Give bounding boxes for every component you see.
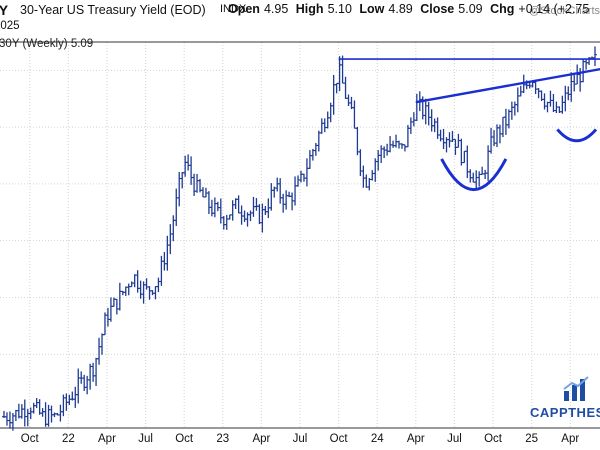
ticker-description: 30-Year US Treasury Yield (EOD)	[20, 3, 206, 17]
low-value: 4.89	[388, 2, 413, 16]
x-tick-label: Apr	[407, 433, 425, 445]
x-tick-label: Jul	[447, 433, 462, 445]
x-tick-label: 25	[525, 433, 538, 445]
cup-arc	[440, 158, 508, 191]
x-tick-label: Apr	[561, 433, 579, 445]
x-tick-label: 23	[216, 433, 229, 445]
x-tick-label: Apr	[252, 433, 270, 445]
x-tick-label: Oct	[484, 433, 503, 445]
ohlc-readout: Open 4.95 High 5.10 Low 4.89 Close 5.09 Chg +…	[228, 2, 593, 16]
header-row-quote: 2025	[0, 20, 600, 36]
x-tick-label: Oct	[330, 433, 349, 445]
x-tick-label: Oct	[21, 433, 40, 445]
low-label: Low	[359, 2, 385, 16]
quote-date: 2025	[0, 20, 20, 32]
x-tick-label: Oct	[175, 433, 194, 445]
grid-layer	[0, 41, 600, 429]
chg-value: +0.14 (+2.75	[518, 2, 590, 16]
close-value: 5.09	[458, 2, 483, 16]
exchange-label: INDX	[220, 3, 247, 15]
x-tick-label: 24	[371, 433, 384, 445]
x-tick-label: Apr	[98, 433, 116, 445]
cup-arc	[556, 128, 598, 143]
ticker-symbol: 0Y	[0, 2, 9, 18]
close-label: Close	[420, 2, 455, 16]
high-value: 5.10	[327, 2, 352, 16]
header-row-title: 0Y 30-Year US Treasury Yield (EOD) INDX …	[0, 2, 600, 20]
chart-header: 0Y 30-Year US Treasury Yield (EOD) INDX …	[0, 0, 600, 40]
logo-text: CAPPTHES	[530, 405, 600, 420]
x-axis-ticks: Oct 22 Apr Jul Oct 23 Apr Jul Oct 24 Apr Jul Oct 25 Ap…	[21, 433, 580, 445]
trendline	[415, 67, 600, 104]
high-label: High	[295, 2, 324, 16]
series-legend: T30Y (Weekly) 5.09	[0, 38, 94, 50]
x-tick-label: Jul	[138, 433, 153, 445]
chg-label: Chg	[490, 2, 515, 16]
x-tick-label: Jul	[293, 433, 308, 445]
x-tick-label: 22	[62, 433, 75, 445]
open-label: Open	[228, 2, 260, 16]
open-value: 4.95	[263, 2, 289, 16]
capp-logo: CAPPTHES	[530, 375, 600, 423]
bar-chart-icon	[563, 376, 589, 401]
ohlc-bars-layer	[2, 46, 598, 431]
watermark: @StockCharts	[528, 5, 600, 17]
annotation-layer	[338, 58, 600, 191]
